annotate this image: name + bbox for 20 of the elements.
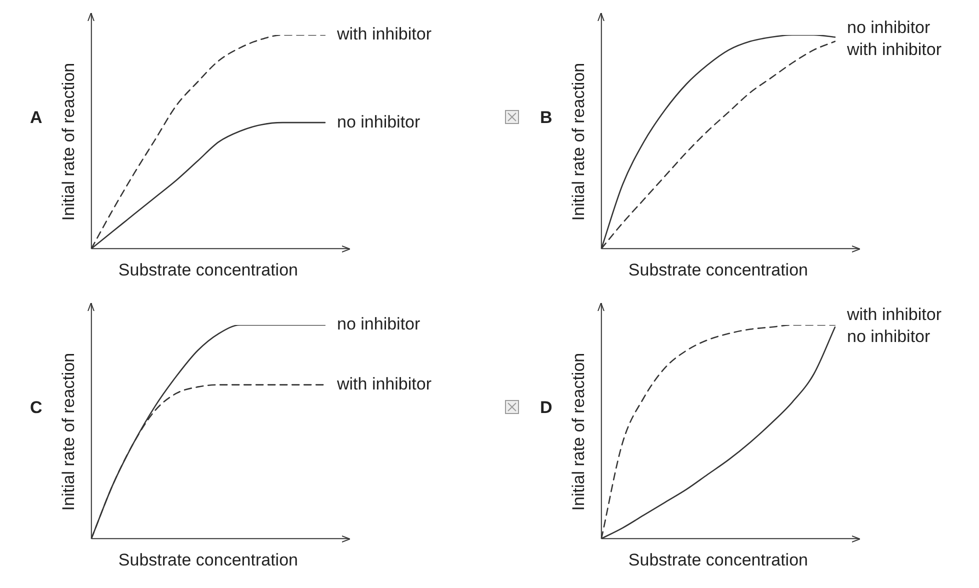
x-axis-title: Substrate concentration xyxy=(628,260,808,280)
series-label: with inhibitor xyxy=(336,374,432,394)
text: D xyxy=(540,398,552,418)
y-axis-title: Initial rate of reaction xyxy=(568,352,588,511)
text: C xyxy=(30,398,42,418)
text: B xyxy=(540,108,552,128)
x-axis-title: Substrate concentration xyxy=(628,550,808,570)
y-axis-title: Initial rate of reaction xyxy=(568,62,588,221)
series-label: with inhibitor xyxy=(336,24,432,44)
x-axis-title: Substrate concentration xyxy=(118,260,298,280)
series-label: with inhibitor xyxy=(846,40,942,59)
series-label: no inhibitor xyxy=(337,112,421,132)
series-label: no inhibitor xyxy=(847,18,931,37)
series-label: no inhibitor xyxy=(337,314,421,334)
x-axis-title: Substrate concentration xyxy=(118,550,298,570)
series-label: with inhibitor xyxy=(846,304,942,324)
text: A xyxy=(30,108,42,128)
y-axis-title: Initial rate of reaction xyxy=(58,62,78,221)
series-label: no inhibitor xyxy=(847,326,931,346)
y-axis-title: Initial rate of reaction xyxy=(58,352,78,511)
